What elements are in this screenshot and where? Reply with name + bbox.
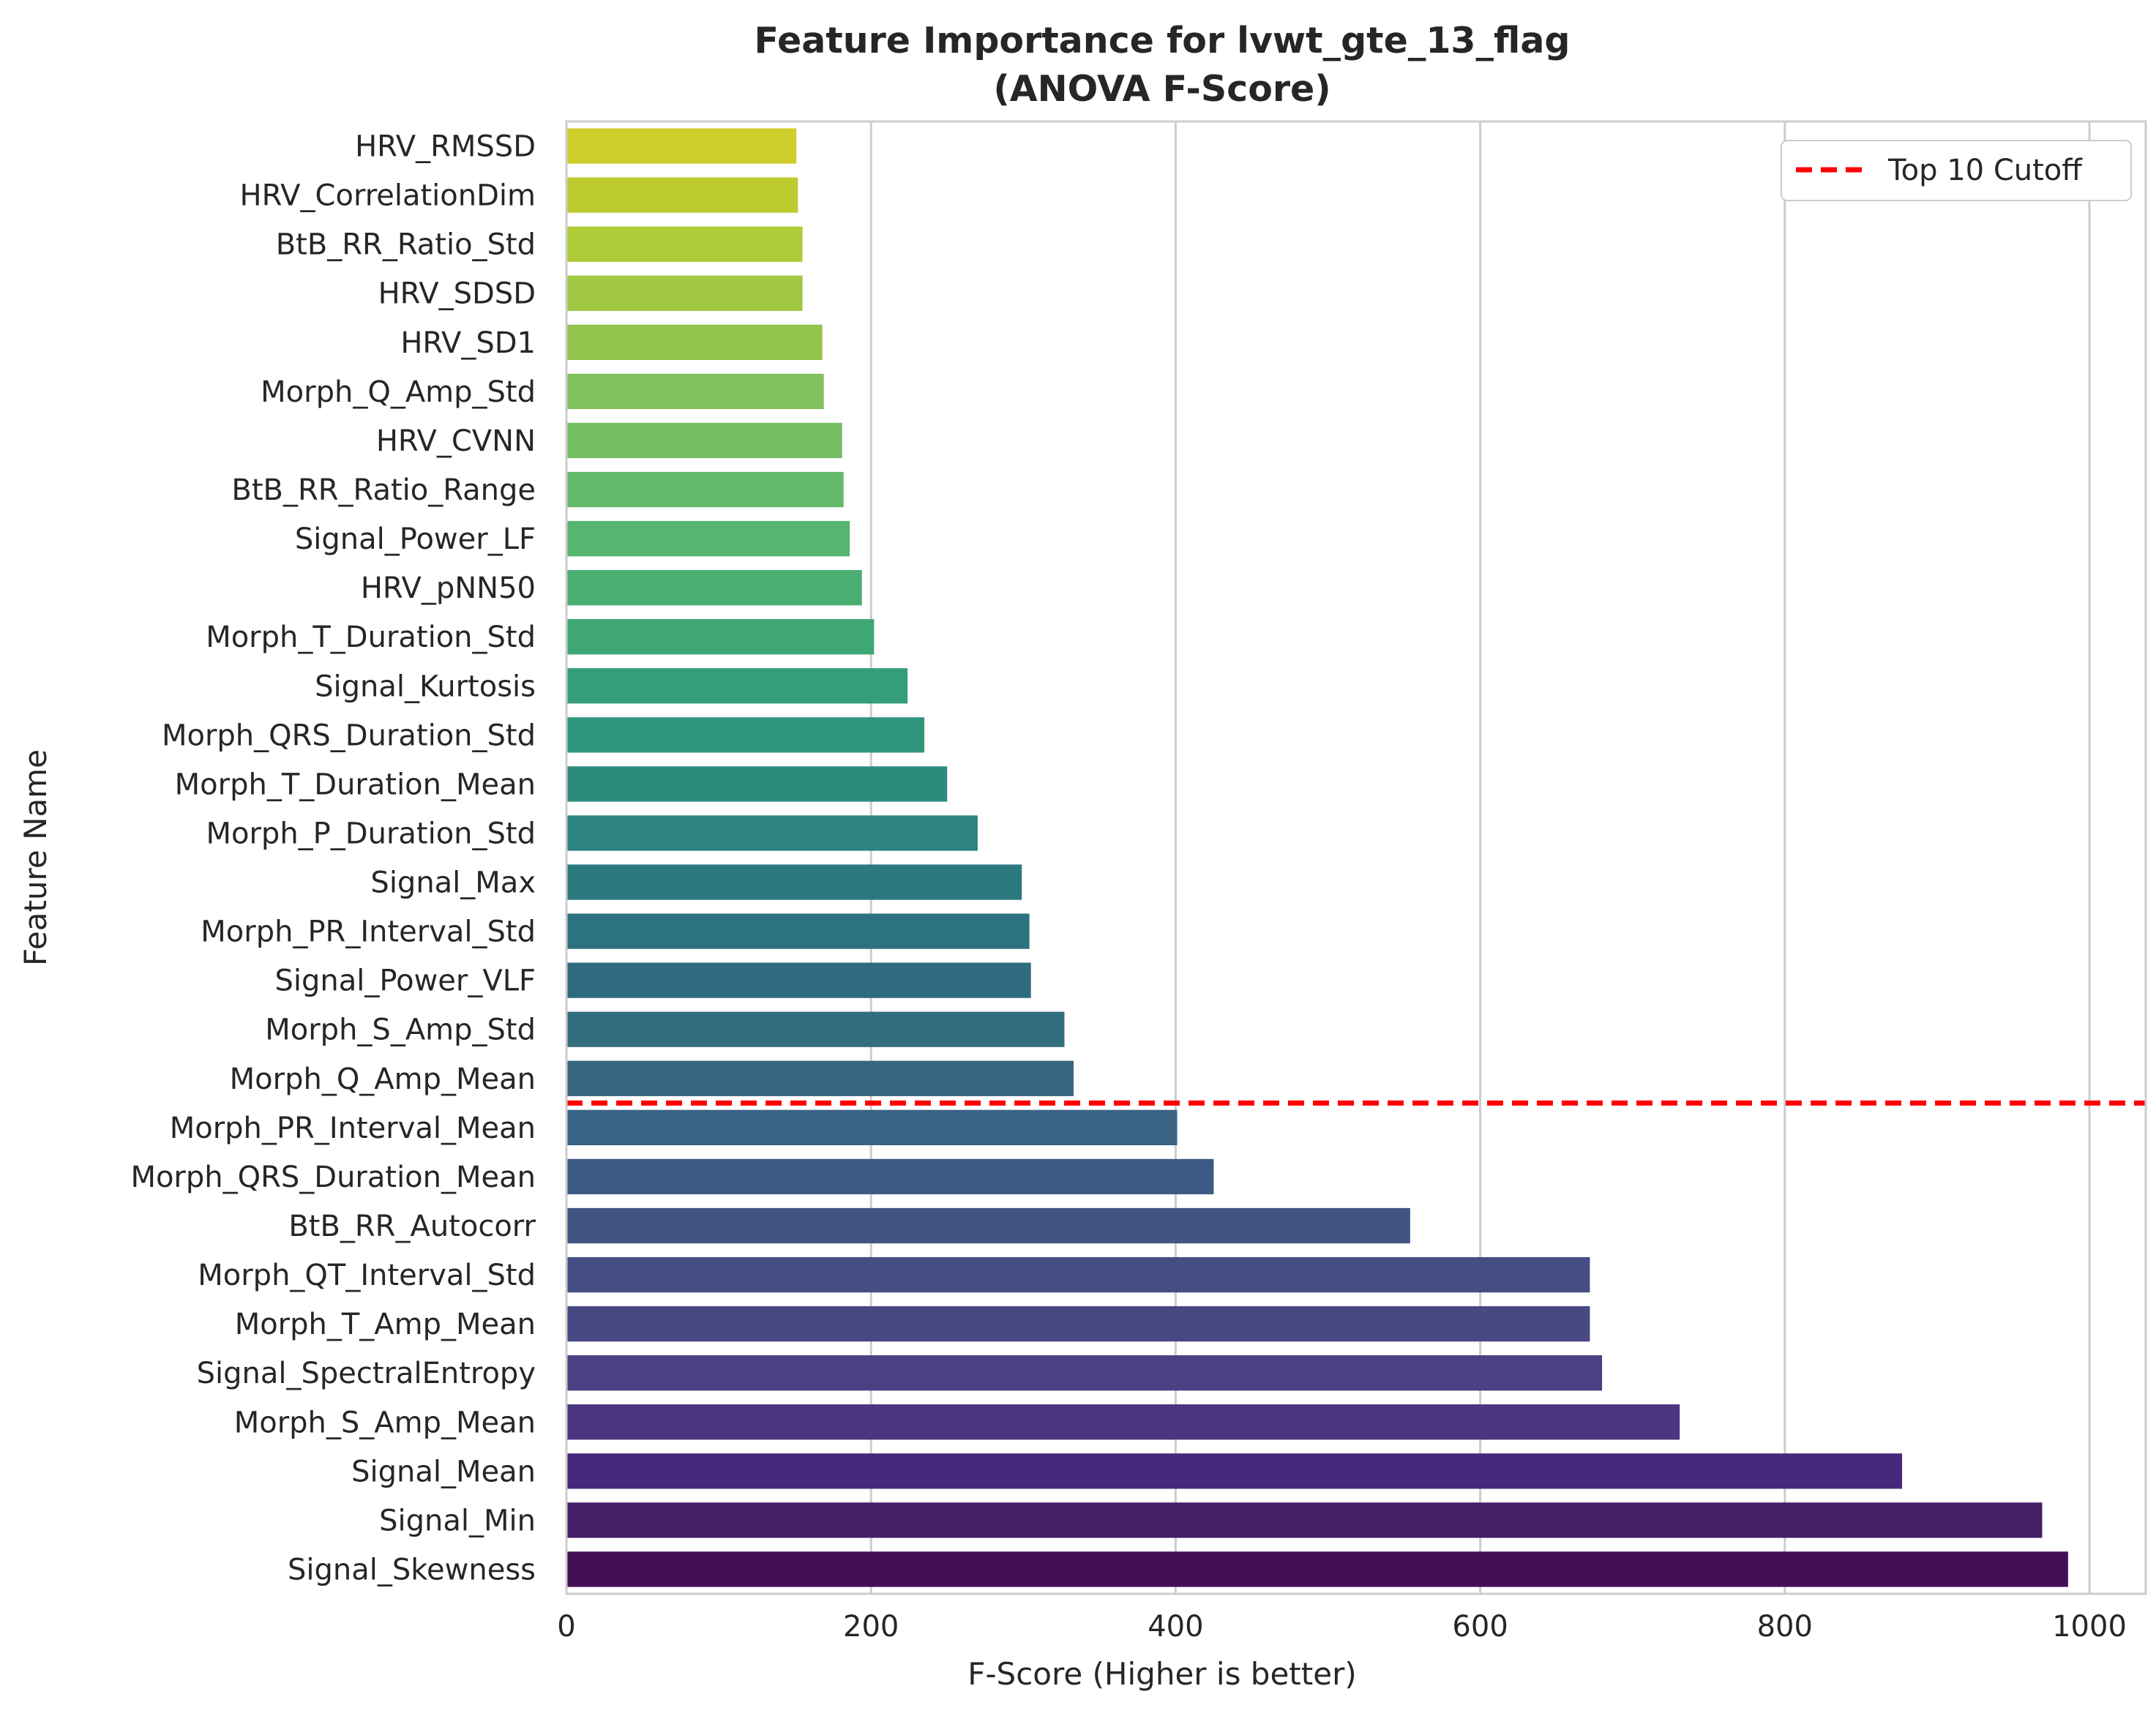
plot-frame — [565, 120, 2147, 1595]
y-tick-label: Morph_Q_Amp_Mean — [230, 1063, 536, 1096]
chart-subtitle: (ANOVA F-Score) — [993, 68, 1330, 110]
y-tick-label: Morph_S_Amp_Mean — [234, 1406, 536, 1439]
y-tick-label: HRV_CorrelationDim — [240, 179, 536, 213]
bar — [566, 668, 908, 704]
y-tick-label: HRV_SDSD — [378, 277, 536, 311]
y-tick-label: HRV_RMSSD — [355, 130, 536, 164]
y-tick-label: HRV_SD1 — [400, 326, 536, 360]
x-tick-label: 800 — [1757, 1610, 1813, 1644]
bar — [566, 1109, 1178, 1146]
y-tick-label: Morph_T_Duration_Mean — [175, 768, 536, 801]
y-tick-label: Morph_QT_Interval_Std — [198, 1259, 536, 1292]
bar — [566, 619, 875, 655]
x-tick-label: 200 — [843, 1610, 899, 1644]
y-tick-label: BtB_RR_Ratio_Std — [276, 228, 536, 262]
bar — [566, 815, 978, 851]
y-tick-label: Morph_T_Amp_Mean — [235, 1308, 536, 1341]
y-axis-title: Feature Name — [18, 749, 53, 966]
y-tick-label: Morph_Q_Amp_Std — [261, 375, 536, 409]
bar — [566, 1060, 1074, 1096]
x-tick-labels: 0 200 400 600 800 1000 — [557, 1610, 2127, 1644]
x-tick-label: 1000 — [2052, 1610, 2127, 1644]
y-tick-label: Morph_S_Amp_Std — [265, 1014, 536, 1047]
x-tick-label: 400 — [1148, 1610, 1203, 1644]
y-tick-label: Signal_Power_LF — [295, 522, 536, 556]
bar — [566, 422, 842, 459]
bars — [566, 128, 2068, 1587]
bar — [566, 1404, 1680, 1440]
bar — [566, 1551, 2068, 1587]
y-tick-label: Morph_PR_Interval_Std — [201, 915, 536, 949]
bar — [566, 471, 844, 508]
y-tick-label: Morph_T_Duration_Std — [206, 621, 536, 654]
x-tick-label: 0 — [557, 1610, 575, 1644]
bar — [566, 275, 803, 311]
y-tick-label: Signal_SpectralEntropy — [197, 1357, 536, 1390]
bar — [566, 1355, 1603, 1391]
bar — [566, 1011, 1065, 1047]
legend-label: Top 10 Cutoff — [1887, 154, 2083, 187]
y-tick-label: HRV_CVNN — [376, 424, 536, 458]
bar — [566, 717, 925, 753]
bar — [566, 1305, 1590, 1342]
chart-title: Feature Importance for lvwt_gte_13_flag — [755, 20, 1571, 61]
y-tick-label: Morph_P_Duration_Std — [206, 817, 536, 850]
bar — [566, 128, 797, 164]
y-tick-label: HRV_pNN50 — [361, 572, 536, 605]
y-tick-label: Morph_QRS_Duration_Std — [162, 719, 536, 752]
bar — [566, 177, 798, 213]
bar — [566, 1207, 1410, 1244]
x-tick-label: 600 — [1452, 1610, 1508, 1644]
bar — [566, 864, 1022, 900]
y-tick-label: Signal_Min — [379, 1504, 536, 1537]
legend: Top 10 Cutoff — [1781, 140, 2132, 201]
y-tick-label: BtB_RR_Autocorr — [288, 1210, 536, 1243]
bar — [566, 766, 948, 802]
y-tick-label: Signal_Max — [370, 866, 536, 900]
legend-box — [1781, 140, 2132, 201]
bar — [566, 962, 1031, 998]
bar — [566, 1158, 1214, 1195]
y-tick-label: Signal_Skewness — [288, 1553, 536, 1586]
y-tick-label: BtB_RR_Ratio_Range — [231, 473, 536, 507]
x-axis-title: F-Score (Higher is better) — [967, 1656, 1357, 1692]
bar — [566, 324, 823, 360]
y-tick-label: Signal_Kurtosis — [315, 670, 536, 703]
y-tick-label: Signal_Mean — [351, 1455, 536, 1488]
bar — [566, 913, 1030, 949]
bar — [566, 373, 824, 410]
y-tick-label: Morph_PR_Interval_Mean — [170, 1112, 536, 1145]
bar — [566, 520, 850, 557]
bar — [566, 226, 803, 262]
bar — [566, 569, 862, 606]
bar — [566, 1502, 2043, 1538]
bar — [566, 1256, 1590, 1293]
y-tick-labels: HRV_RMSSD HRV_CorrelationDim BtB_RR_Ratio_… — [130, 130, 536, 1587]
y-tick-label: Morph_QRS_Duration_Mean — [130, 1161, 536, 1194]
y-tick-label: Signal_Power_VLF — [275, 964, 536, 998]
bar — [566, 1453, 1903, 1489]
